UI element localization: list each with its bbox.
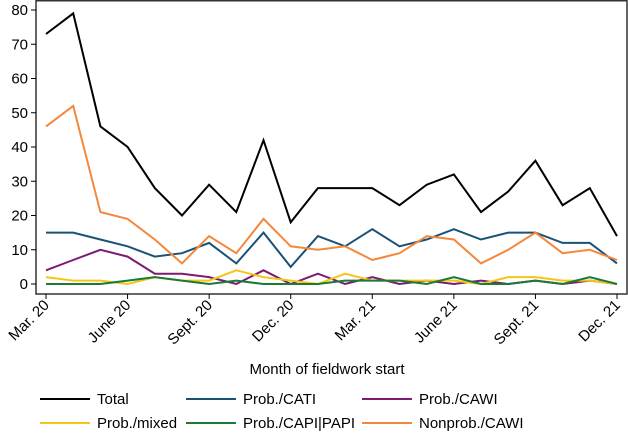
x-tick-label: Dec. 20 (249, 297, 298, 346)
legend-label: Prob./CATI (243, 391, 316, 408)
x-axis: Mar. 20 June 20 Sept. 20 Dec. 20 Mar. 21 June… (5, 294, 624, 349)
y-tick-label: 10 (11, 242, 28, 259)
plot-frame (35, 0, 628, 295)
y-tick-label: 0 (20, 276, 28, 293)
y-axis: 0 10 20 30 40 50 60 70 80 (11, 2, 36, 293)
y-tick-label: 70 (11, 36, 28, 53)
series-line-prob-mixed (45, 269, 618, 286)
legend-item-nonprob-cawi: Nonprob./CAWI (362, 415, 523, 432)
x-tick-label: June 21 (411, 297, 461, 347)
y-tick-label: 50 (11, 105, 28, 122)
legend: Total Prob./CATI Prob./CAWI Prob./mixed Prob… (40, 391, 523, 432)
x-tick-label: Sept. 20 (164, 297, 216, 349)
series-line-nonprob-cawi (45, 104, 618, 265)
series-line-prob-cati (46, 228, 618, 269)
series-line-total (45, 11, 618, 237)
series-line-prob-capi-papi (46, 276, 618, 286)
x-tick-label: Sept. 21 (491, 297, 543, 349)
series-lines (45, 11, 618, 286)
legend-label: Nonprob./CAWI (419, 415, 523, 432)
x-tick-label: Mar. 20 (5, 297, 52, 344)
legend-item-prob-mixed: Prob./mixed (40, 415, 177, 432)
plot-border (35, 0, 628, 295)
y-tick-label: 20 (11, 208, 28, 225)
y-tick-label: 40 (11, 139, 28, 156)
legend-item-prob-cati: Prob./CATI (186, 391, 316, 408)
x-axis-title: Month of fieldwork start (249, 361, 405, 378)
x-tick-label: Dec. 21 (575, 297, 624, 346)
legend-label: Prob./mixed (97, 415, 177, 432)
x-tick-label: Mar. 21 (332, 297, 379, 344)
x-tick-label: June 20 (85, 297, 135, 347)
y-tick-label: 30 (11, 173, 28, 190)
legend-item-total: Total (40, 391, 129, 408)
legend-item-prob-cawi: Prob./CAWI (362, 391, 498, 408)
legend-item-prob-capi-papi: Prob./CAPI|PAPI (186, 415, 355, 432)
legend-label: Prob./CAWI (419, 391, 498, 408)
legend-label: Total (97, 391, 129, 408)
y-tick-label: 80 (11, 2, 28, 19)
legend-label: Prob./CAPI|PAPI (243, 415, 355, 432)
y-tick-label: 60 (11, 71, 28, 88)
